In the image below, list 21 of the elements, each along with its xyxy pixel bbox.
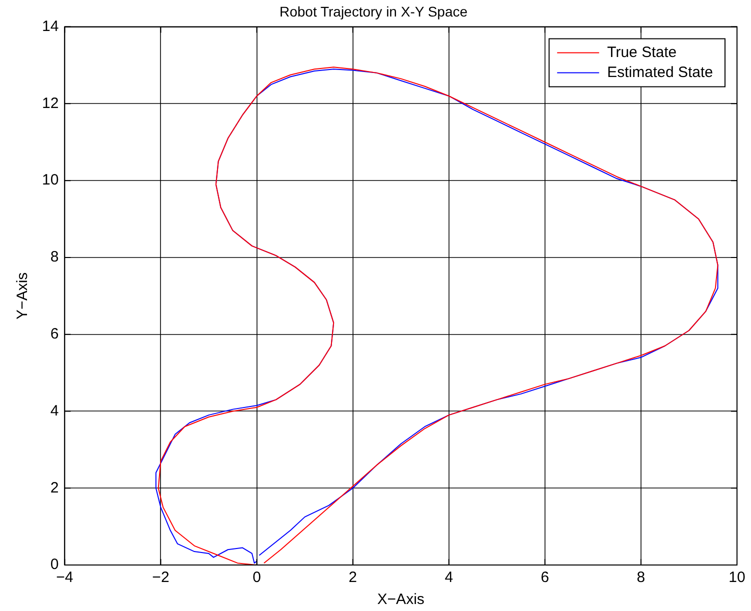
y-tick-label: 2 <box>50 479 59 496</box>
chart-title: Robot Trajectory in X-Y Space <box>279 3 468 20</box>
y-tick-label: 4 <box>50 402 59 420</box>
x-tick-label: −4 <box>56 569 74 586</box>
x-tick-label: −2 <box>152 569 170 586</box>
x-tick-label: 2 <box>348 569 357 586</box>
x-tick-label: 10 <box>728 569 746 586</box>
y-tick-label: 0 <box>50 556 59 574</box>
x-tick-label: 6 <box>540 569 550 586</box>
x-tick-label: 4 <box>444 569 454 586</box>
y-tick-label: 10 <box>42 172 59 189</box>
legend-label: Estimated State <box>607 64 714 81</box>
y-tick-label: 8 <box>50 248 59 266</box>
x-axis-title: X−Axis <box>377 591 424 608</box>
y-tick-label: 14 <box>42 18 59 35</box>
x-tick-label: 0 <box>252 569 261 586</box>
legend-label: True State <box>607 44 677 61</box>
y-tick-label: 12 <box>42 94 59 112</box>
y-axis-title: Y−Axis <box>14 272 32 320</box>
y-tick-label: 6 <box>50 325 59 342</box>
x-tick-label: 8 <box>636 569 646 586</box>
